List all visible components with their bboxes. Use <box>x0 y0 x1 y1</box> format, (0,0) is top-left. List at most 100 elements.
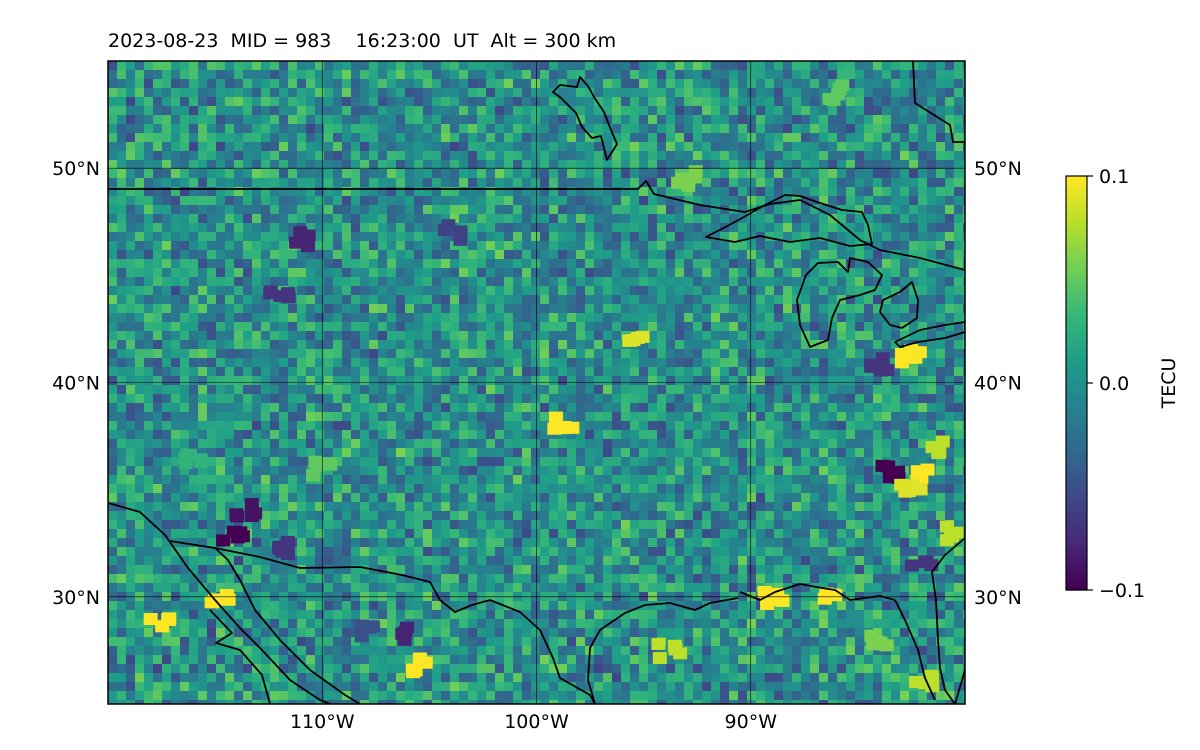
heatmap-cell <box>495 214 505 224</box>
heatmap-cell <box>693 88 703 98</box>
heatmap-cell <box>756 421 766 431</box>
heatmap-cell <box>945 349 955 359</box>
heatmap-cell <box>180 511 190 521</box>
heatmap-cell <box>333 97 343 107</box>
heatmap-cell <box>729 61 739 71</box>
heatmap-cell <box>207 160 217 170</box>
heatmap-cell <box>414 421 424 431</box>
heatmap-cell <box>234 430 244 440</box>
heatmap-cell <box>288 367 298 377</box>
heatmap-cell <box>855 169 865 179</box>
heatmap-cell <box>351 160 361 170</box>
heatmap-cell <box>855 232 865 242</box>
heatmap-cell <box>927 214 937 224</box>
heatmap-cell <box>468 61 478 71</box>
heatmap-cell <box>603 340 613 350</box>
heatmap-cell <box>666 349 676 359</box>
heatmap-cell <box>882 520 892 530</box>
heatmap-cell <box>927 358 937 368</box>
heatmap-cell <box>504 457 514 467</box>
heatmap-cell <box>315 178 325 188</box>
heatmap-cell <box>306 268 316 278</box>
heatmap-cell <box>891 457 901 467</box>
heatmap-cell <box>765 412 775 422</box>
heatmap-cell <box>711 430 721 440</box>
heatmap-cell <box>567 475 577 485</box>
heatmap-cell <box>225 178 235 188</box>
heatmap-cell <box>126 493 136 503</box>
heatmap-cell <box>531 457 541 467</box>
heatmap-cell <box>576 385 586 395</box>
heatmap-cell <box>819 457 829 467</box>
heatmap-cell <box>405 493 415 503</box>
heatmap-cell <box>531 466 541 476</box>
heatmap-cell <box>459 133 469 143</box>
heatmap-cell <box>279 439 289 449</box>
heatmap-cell <box>882 223 892 233</box>
heatmap-cell <box>963 106 965 116</box>
heatmap-cell <box>648 313 658 323</box>
heatmap-cell <box>864 169 874 179</box>
heatmap-cell <box>567 367 577 377</box>
heatmap-cell <box>765 358 775 368</box>
heatmap-cell <box>747 313 757 323</box>
heatmap-cell <box>405 160 415 170</box>
heatmap-cell <box>297 340 307 350</box>
heatmap-cell <box>504 250 514 260</box>
heatmap-cell <box>198 385 208 395</box>
heatmap-cell <box>558 394 568 404</box>
heatmap-cell <box>549 367 559 377</box>
heatmap-cell <box>486 223 496 233</box>
heatmap-cell <box>891 223 901 233</box>
heatmap-cell <box>288 250 298 260</box>
heatmap-cell <box>531 520 541 530</box>
heatmap-cell <box>927 151 937 161</box>
heatmap-cell <box>153 493 163 503</box>
heatmap-cell <box>630 511 640 521</box>
heatmap-cell <box>684 331 694 341</box>
heatmap-cell <box>882 430 892 440</box>
heatmap-cell <box>918 268 928 278</box>
heatmap-cell <box>630 232 640 242</box>
heatmap-cell <box>594 520 604 530</box>
heatmap-cell <box>144 502 154 512</box>
heatmap-cell <box>117 61 127 71</box>
heatmap-cell <box>171 421 181 431</box>
heatmap-cell <box>207 205 217 215</box>
heatmap-cell <box>333 259 343 269</box>
heatmap-cell <box>207 70 217 80</box>
heatmap-cell <box>450 160 460 170</box>
heatmap-cell <box>351 169 361 179</box>
heatmap-cell <box>837 466 847 476</box>
heatmap-cell <box>855 385 865 395</box>
heatmap-cell <box>279 70 289 80</box>
heatmap-cell <box>495 178 505 188</box>
heatmap-cell <box>918 520 928 530</box>
heatmap-cell <box>117 88 127 98</box>
heatmap-cell <box>549 475 559 485</box>
heatmap-cell <box>783 403 793 413</box>
heatmap-cell <box>261 313 271 323</box>
heatmap-cell <box>567 448 577 458</box>
heatmap-cell <box>873 277 883 287</box>
heatmap-cell <box>531 439 541 449</box>
heatmap-cell <box>153 88 163 98</box>
heatmap-cell <box>108 169 118 179</box>
heatmap-cell <box>225 187 235 197</box>
heatmap-cell <box>702 196 712 206</box>
heatmap-cell <box>351 376 361 386</box>
heatmap-cell <box>342 430 352 440</box>
heatmap-cell <box>378 115 388 125</box>
heatmap-cell <box>774 295 784 305</box>
heatmap-cell <box>378 403 388 413</box>
heatmap-cell <box>207 169 217 179</box>
heatmap-cell <box>171 133 181 143</box>
heatmap-cell <box>342 115 352 125</box>
heatmap-cell <box>414 268 424 278</box>
heatmap-cell <box>531 403 541 413</box>
heatmap-cell <box>432 142 442 152</box>
heatmap-cell <box>279 250 289 260</box>
heatmap-cell <box>306 394 316 404</box>
heatmap-cell <box>459 61 469 71</box>
heatmap-cell <box>405 79 415 89</box>
